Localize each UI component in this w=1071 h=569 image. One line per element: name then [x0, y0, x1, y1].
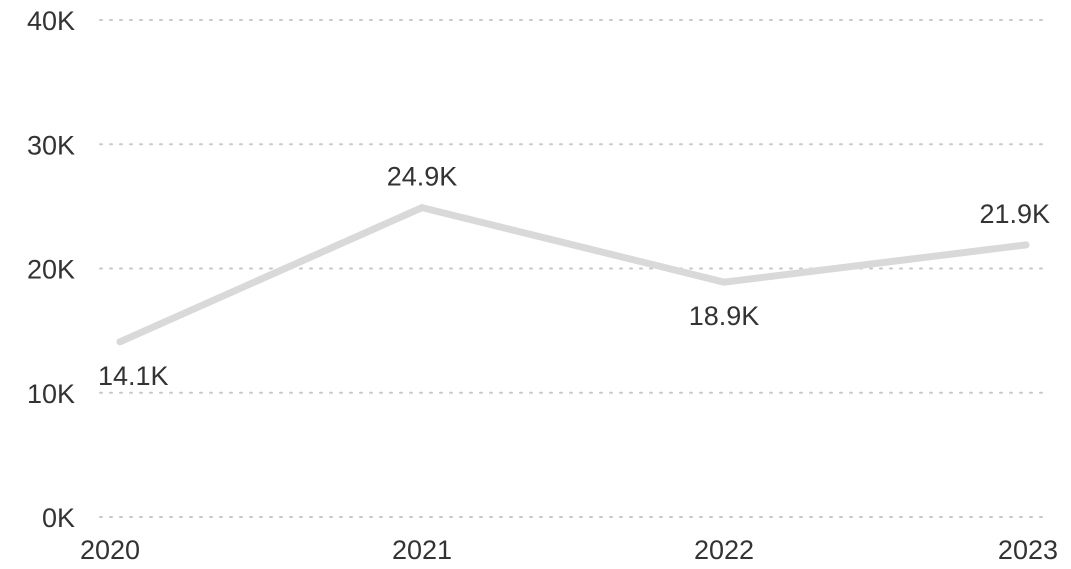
- data-label: 14.1K: [98, 361, 169, 391]
- x-axis-ticks: 2020 2021 2022 2023: [80, 535, 1058, 565]
- gridlines: [100, 20, 1050, 517]
- series-group: [117, 204, 1030, 345]
- data-point: [721, 279, 728, 286]
- data-label: 18.9K: [689, 301, 760, 331]
- data-point: [1023, 241, 1030, 248]
- y-tick-label: 40K: [27, 6, 75, 36]
- y-axis-ticks: 0K 10K 20K 30K 40K: [27, 6, 75, 533]
- data-label: 21.9K: [979, 199, 1050, 229]
- series-line: [120, 208, 1026, 342]
- x-tick-label: 2021: [392, 535, 452, 565]
- x-tick-label: 2020: [80, 535, 140, 565]
- x-tick-label: 2023: [998, 535, 1058, 565]
- y-tick-label: 30K: [27, 130, 75, 160]
- y-tick-label: 10K: [27, 379, 75, 409]
- data-labels: 14.1K 24.9K 18.9K 21.9K: [98, 162, 1050, 391]
- y-tick-label: 20K: [27, 255, 75, 285]
- y-tick-label: 0K: [42, 503, 75, 533]
- data-point: [117, 338, 124, 345]
- data-point: [419, 204, 426, 211]
- data-label: 24.9K: [387, 162, 458, 192]
- x-tick-label: 2022: [694, 535, 754, 565]
